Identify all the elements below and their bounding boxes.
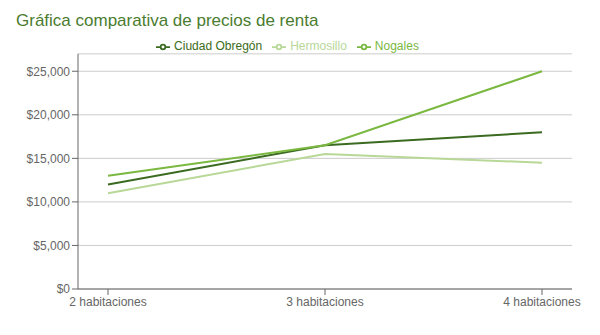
html-text:Gráfica comparativa de precios: Gráfica comparativa de precios de renta	[16, 11, 319, 30]
html-text:Ciudad Obregón: Ciudad Obregón	[174, 39, 263, 53]
svg-text:$20,000: $20,000	[27, 108, 71, 122]
svg-text:$0: $0	[57, 282, 71, 296]
svg-text:$15,000: $15,000	[27, 152, 71, 166]
svg-text:2 habitaciones: 2 habitaciones	[69, 295, 146, 309]
html-text:Hermosillo: Hermosillo	[290, 39, 347, 53]
svg-text:3 habitaciones: 3 habitaciones	[286, 295, 363, 309]
svg-text:4 habitaciones: 4 habitaciones	[503, 295, 580, 309]
html-text:Nogales: Nogales	[374, 39, 419, 53]
svg-text:$10,000: $10,000	[27, 195, 71, 209]
svg-text:$25,000: $25,000	[27, 65, 71, 79]
svg-text:$5,000: $5,000	[33, 239, 70, 253]
